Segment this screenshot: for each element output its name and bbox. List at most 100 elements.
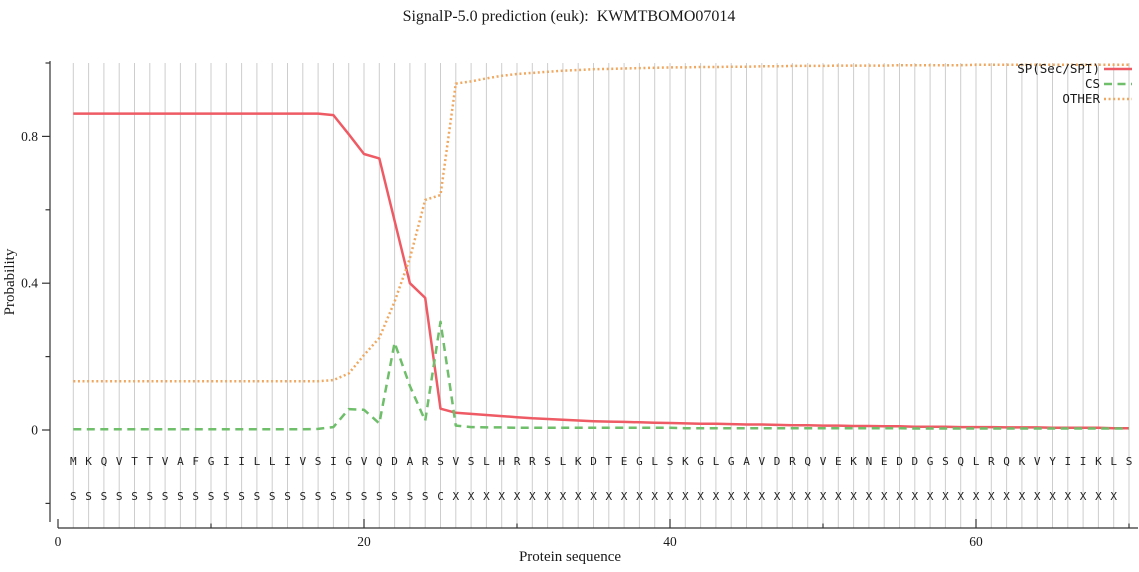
annotation-letter: S — [422, 490, 429, 503]
gridlines — [72, 63, 1130, 528]
residue-letter: A — [177, 455, 184, 468]
annotation-letter: X — [743, 490, 750, 503]
residue-letter: S — [437, 455, 444, 468]
chart-title: SignalP-5.0 prediction (euk): KWMTBOMO07… — [403, 8, 736, 25]
annotation-letter: X — [1049, 490, 1056, 503]
residue-letter: K — [1019, 455, 1026, 468]
annotation-letter: S — [269, 490, 276, 503]
annotation-letter: X — [1095, 490, 1102, 503]
annotation-letter: S — [177, 490, 184, 503]
residue-letter: L — [713, 455, 720, 468]
x-tick-label: 0 — [55, 534, 62, 549]
annotation-letter: X — [896, 490, 903, 503]
residue-letter: L — [560, 455, 567, 468]
residue-letter: G — [208, 455, 215, 468]
residue-letter: A — [743, 455, 750, 468]
residue-letter: D — [911, 455, 918, 468]
residue-letter: E — [835, 455, 842, 468]
residue-letter: L — [651, 455, 658, 468]
residue-letter: S — [544, 455, 551, 468]
annotation-letter: S — [101, 490, 108, 503]
annotation-letter: X — [697, 490, 704, 503]
annotation-letter: S — [116, 490, 123, 503]
residue-letter: S — [942, 455, 949, 468]
residue-letter: F — [192, 455, 199, 468]
annotation-letter: S — [238, 490, 245, 503]
annotation-letter: S — [391, 490, 398, 503]
residue-letter: D — [391, 455, 398, 468]
annotation-letter: C — [437, 490, 444, 503]
annotation-letter: X — [636, 490, 643, 503]
annotation-letter: X — [927, 490, 934, 503]
residue-letter: D — [590, 455, 597, 468]
residue-letter: K — [1095, 455, 1102, 468]
annotation-letter: X — [651, 490, 658, 503]
annotation-letter: X — [835, 490, 842, 503]
annotation-letter: X — [1034, 490, 1041, 503]
annotation-letter: X — [911, 490, 918, 503]
tick-labels: 0 0.4 0.8 0 20 40 60 — [21, 129, 983, 549]
annotation-letter: S — [407, 490, 414, 503]
residue-letter: S — [468, 455, 475, 468]
annotation-letter: X — [1110, 490, 1117, 503]
annotation-letter: S — [208, 490, 215, 503]
annotation-letter: X — [973, 490, 980, 503]
residue-letter: S — [315, 455, 322, 468]
annotation-letter: S — [192, 490, 199, 503]
residue-letter: R — [514, 455, 521, 468]
annotation-letter: S — [70, 490, 77, 503]
residue-letter: V — [758, 455, 765, 468]
residue-letter: E — [881, 455, 888, 468]
residue-letter: I — [1064, 455, 1071, 468]
residue-letter: R — [422, 455, 429, 468]
residue-letter: I — [238, 455, 245, 468]
residue-letter: L — [269, 455, 276, 468]
residue-letter: T — [605, 455, 612, 468]
residue-letter: H — [498, 455, 505, 468]
annotation-letter: X — [1019, 490, 1026, 503]
residue-letter: D — [896, 455, 903, 468]
annotation-letter: X — [514, 490, 521, 503]
annotation-letter: X — [758, 490, 765, 503]
residue-letter: R — [529, 455, 536, 468]
annotation-letter: X — [544, 490, 551, 503]
residue-letter: Y — [1049, 455, 1056, 468]
residue-letter: R — [988, 455, 995, 468]
residue-letter: S — [1126, 455, 1133, 468]
residue-letter: S — [667, 455, 674, 468]
annotation-letter: X — [988, 490, 995, 503]
legend-label-cs: CS — [1085, 76, 1100, 91]
residue-letter: G — [927, 455, 934, 468]
annotation-letter: X — [820, 490, 827, 503]
annotation-letter: X — [575, 490, 582, 503]
y-tick-label: 0.4 — [21, 276, 38, 291]
residue-letter: M — [70, 455, 77, 468]
annotation-letter: X — [452, 490, 459, 503]
residue-letter: V — [162, 455, 169, 468]
residue-letter: V — [1034, 455, 1041, 468]
residue-letter: K — [85, 455, 92, 468]
probability-curves — [73, 63, 1129, 431]
residue-letter: K — [575, 455, 582, 468]
x-tick-label: 20 — [357, 534, 371, 549]
residue-letter: T — [146, 455, 153, 468]
annotation-letter: X — [498, 490, 505, 503]
residue-letter: A — [407, 455, 414, 468]
residue-letter: V — [361, 455, 368, 468]
residue-letter: R — [789, 455, 796, 468]
annotation-letter: X — [590, 490, 597, 503]
residue-letter: V — [299, 455, 306, 468]
annotation-letter: S — [376, 490, 383, 503]
annotation-letter: X — [1064, 490, 1071, 503]
residue-letter: I — [330, 455, 337, 468]
annotation-letter: S — [361, 490, 368, 503]
legend-label-sp: SP(Sec/SPI) — [1017, 61, 1100, 76]
residue-letter: I — [284, 455, 291, 468]
residue-letter: L — [483, 455, 490, 468]
residue-letter: L — [254, 455, 261, 468]
residue-letter: G — [636, 455, 643, 468]
annotation-letter: S — [146, 490, 153, 503]
